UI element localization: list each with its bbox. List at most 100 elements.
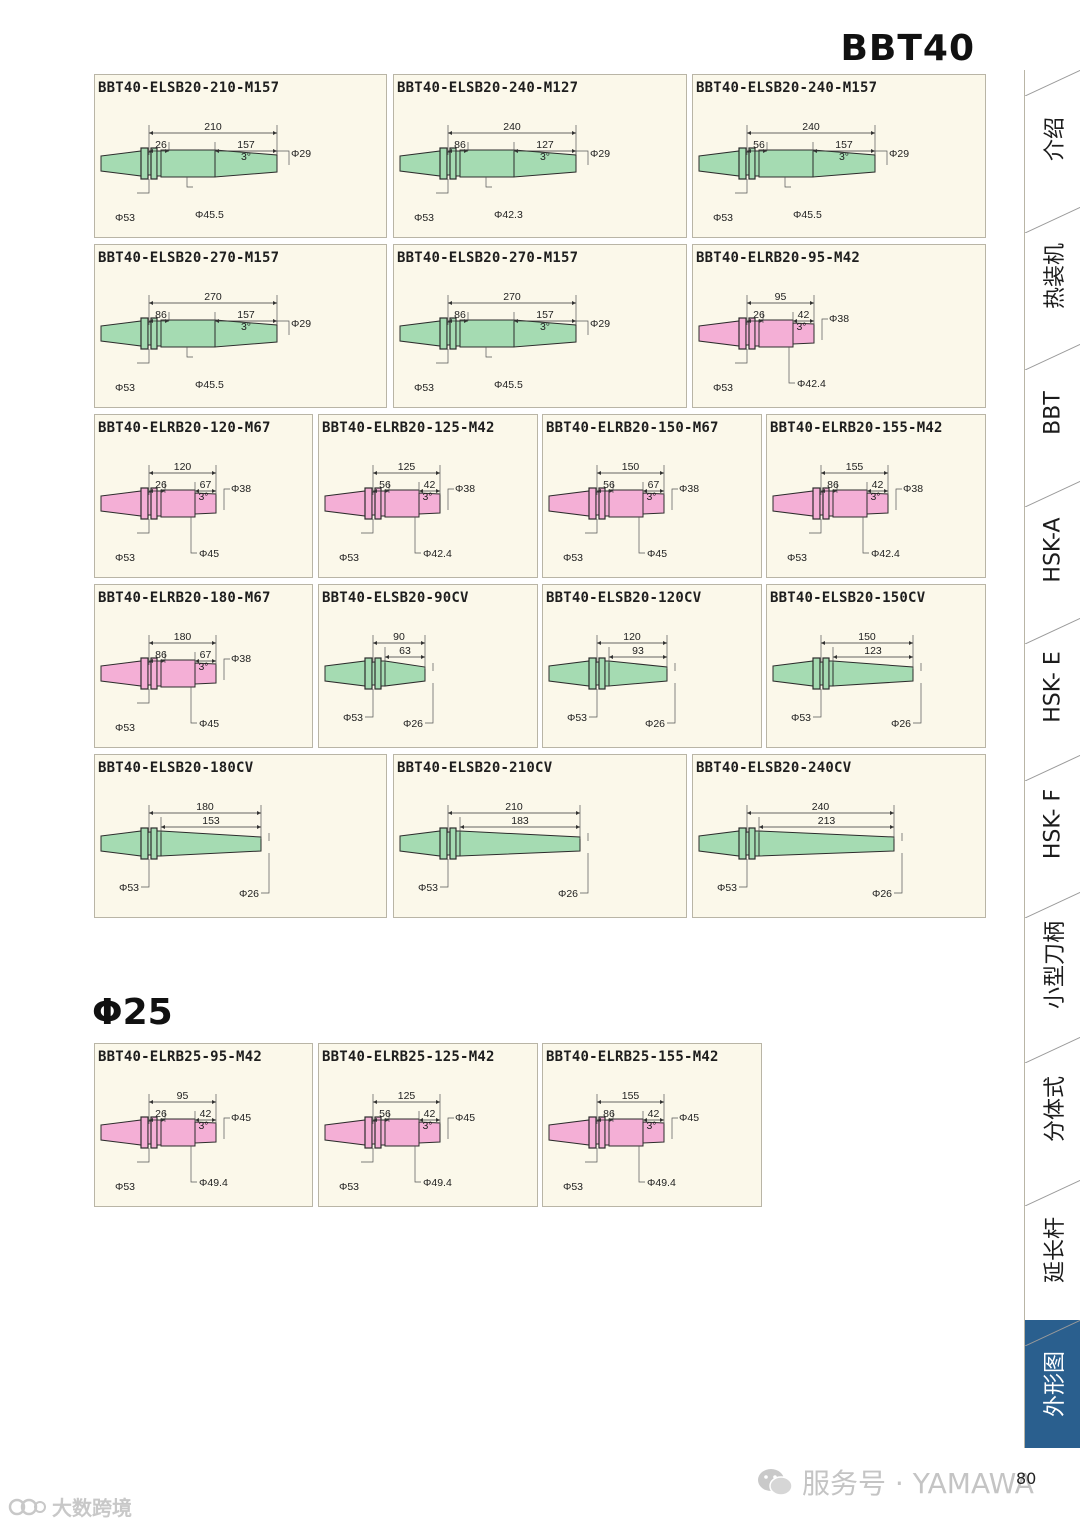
tool-model-label: BBT40-ELSB20-210CV xyxy=(397,760,553,776)
dim-total-label: 125 xyxy=(398,1090,416,1102)
dim-total-arrow-left xyxy=(149,471,153,475)
dim-total-label: 240 xyxy=(802,121,820,133)
tab-hsk-a[interactable]: HSK-A xyxy=(1025,481,1080,618)
tab-intro[interactable]: 介绍 xyxy=(1025,70,1080,207)
dim-first-arrow-right xyxy=(890,825,894,829)
dim-total-arrow-right xyxy=(890,811,894,815)
flange-neck xyxy=(604,1119,610,1146)
tip-diameter-label: Φ26 xyxy=(239,888,259,900)
dim-second-arrow-left xyxy=(793,319,797,323)
body-diameter-label: Φ42.4 xyxy=(797,378,826,390)
body-diameter-label: Φ45 xyxy=(647,548,667,560)
dim-first-label: 26 xyxy=(155,139,167,151)
category-sidebar: 介绍 热装机 BBT HSK-A HSK- E HSK- F 小型刀柄 分体式 … xyxy=(1024,70,1080,1448)
dim-total-arrow-left xyxy=(821,471,825,475)
angle-label: 3° xyxy=(198,491,208,503)
body-cylinder xyxy=(384,1118,420,1147)
body-leader xyxy=(414,1146,421,1183)
tip-diameter-label: Φ29 xyxy=(291,148,311,160)
dim-second-label: 42 xyxy=(872,479,884,491)
body-diameter-label: Φ45.5 xyxy=(494,379,523,391)
flange-ring xyxy=(364,1116,373,1149)
dim-total-arrow-right xyxy=(273,301,277,305)
dim-first-label: 86 xyxy=(155,649,167,661)
flange-diameter-label: Φ53 xyxy=(339,552,359,564)
dim-first-arrow-right xyxy=(165,319,169,323)
flange-ring xyxy=(150,147,158,180)
tab-mini-holder[interactable]: 小型刀柄 xyxy=(1025,892,1080,1037)
tool-diagram: 155 86 423° Φ38 Φ53 Φ42.4 xyxy=(772,461,923,564)
flange-diameter-label: Φ53 xyxy=(713,212,733,224)
watermark-left: 大数跨境 xyxy=(8,1492,132,1521)
flange-neck xyxy=(754,830,760,857)
tool-model-label: BBT40-ELSB20-150CV xyxy=(770,590,926,606)
dim-second-label: 42 xyxy=(424,479,436,491)
tab-label: HSK- E xyxy=(1040,650,1066,723)
flange-neck xyxy=(380,490,386,517)
tab-separator-line xyxy=(1025,755,1080,781)
tapered-body xyxy=(160,830,262,857)
dim-second-arrow-left xyxy=(514,149,518,153)
angle-label: 3° xyxy=(646,1120,656,1132)
tapered-body xyxy=(758,830,895,857)
dim-total-arrow-left xyxy=(747,131,751,135)
dim-total-label: 240 xyxy=(812,801,830,813)
tab-extension[interactable]: 延长杆 xyxy=(1025,1180,1080,1320)
body-leader xyxy=(190,687,197,724)
dim-second-label: 67 xyxy=(200,479,212,491)
tool-card: BBT40-ELSB20-210-M157 210 26 157 3° Φ29 Φ53 Φ45… xyxy=(94,74,387,238)
dim-first-label: 86 xyxy=(827,479,839,491)
dim-first-label: 123 xyxy=(864,645,882,657)
tapered-body xyxy=(608,660,668,687)
tab-outline-drawing[interactable]: 外形图 xyxy=(1025,1320,1080,1448)
tapered-body xyxy=(384,660,426,687)
flange-diameter-label: Φ53 xyxy=(791,712,811,724)
dim-first-arrow-left xyxy=(609,655,613,659)
tab-hsk-f[interactable]: HSK- F xyxy=(1025,755,1080,892)
dim-first-arrow-right xyxy=(609,489,613,493)
flange-leader xyxy=(137,689,150,704)
tool-model-label: BBT40-ELRB20-125-M42 xyxy=(322,420,495,436)
tab-hsk-e[interactable]: HSK- E xyxy=(1025,618,1080,755)
body-leader xyxy=(485,347,492,358)
tool-card: BBT40-ELSB20-240-M127 240 86 127 3° Φ29 Φ53 Φ42… xyxy=(393,74,687,238)
dim-second-arrow-left xyxy=(215,319,219,323)
flange-leader xyxy=(137,349,150,364)
dim-first-arrow-right xyxy=(385,1118,389,1122)
watermark-left-text: 大数跨境 xyxy=(52,1496,132,1520)
dim-second-arrow-right xyxy=(660,489,664,493)
tab-bbt[interactable]: BBT xyxy=(1025,344,1080,481)
dim-second-arrow-right xyxy=(660,1118,664,1122)
dim-first-arrow-right xyxy=(759,319,763,323)
flange-neck xyxy=(156,320,162,347)
tool-model-label: BBT40-ELRB25-95-M42 xyxy=(98,1049,262,1065)
tip-diameter-label: Φ45 xyxy=(679,1112,699,1124)
dim-first-label: 213 xyxy=(818,815,836,827)
body-cylinder xyxy=(160,149,216,178)
dim-second-label: 42 xyxy=(798,309,810,321)
dim-total-label: 95 xyxy=(775,291,787,303)
tool-model-label: BBT40-ELRB20-180-M67 xyxy=(98,590,271,606)
tip-leader xyxy=(671,488,678,510)
tool-model-label: BBT40-ELSB20-210-M157 xyxy=(98,80,280,96)
dim-first-arrow-right xyxy=(161,659,165,663)
dim-second-arrow-right xyxy=(212,1118,216,1122)
tip-diameter-label: Φ38 xyxy=(231,653,251,665)
tool-diagram: 125 56 423° Φ38 Φ53 Φ42.4 xyxy=(324,461,475,564)
tab-modular[interactable]: 分体式 xyxy=(1025,1037,1080,1180)
tool-card: BBT40-ELRB20-150-M67 150 56 67 3° Φ38 Φ53 Φ45 xyxy=(542,414,762,578)
flange-ring xyxy=(140,1116,149,1149)
taper-shank xyxy=(100,490,142,517)
dim-first-arrow-left xyxy=(448,149,452,153)
flange-ring xyxy=(822,657,830,690)
tool-model-label: BBT40-ELSB20-270-M157 xyxy=(397,250,579,266)
dim-first-label: 56 xyxy=(379,479,391,491)
dim-second-arrow-right xyxy=(810,319,814,323)
body-cylinder xyxy=(459,149,515,178)
tip-diameter-label: Φ29 xyxy=(590,318,610,330)
tool-model-label: BBT40-ELSB20-240CV xyxy=(696,760,852,776)
tip-diameter-label: Φ38 xyxy=(231,483,251,495)
flange-ring xyxy=(150,657,158,690)
tab-shrink-machine[interactable]: 热装机 xyxy=(1025,207,1080,344)
tool-card: BBT40-ELRB20-155-M42 155 86 42 3° Φ38 Φ53 Φ42.4 xyxy=(766,414,986,578)
